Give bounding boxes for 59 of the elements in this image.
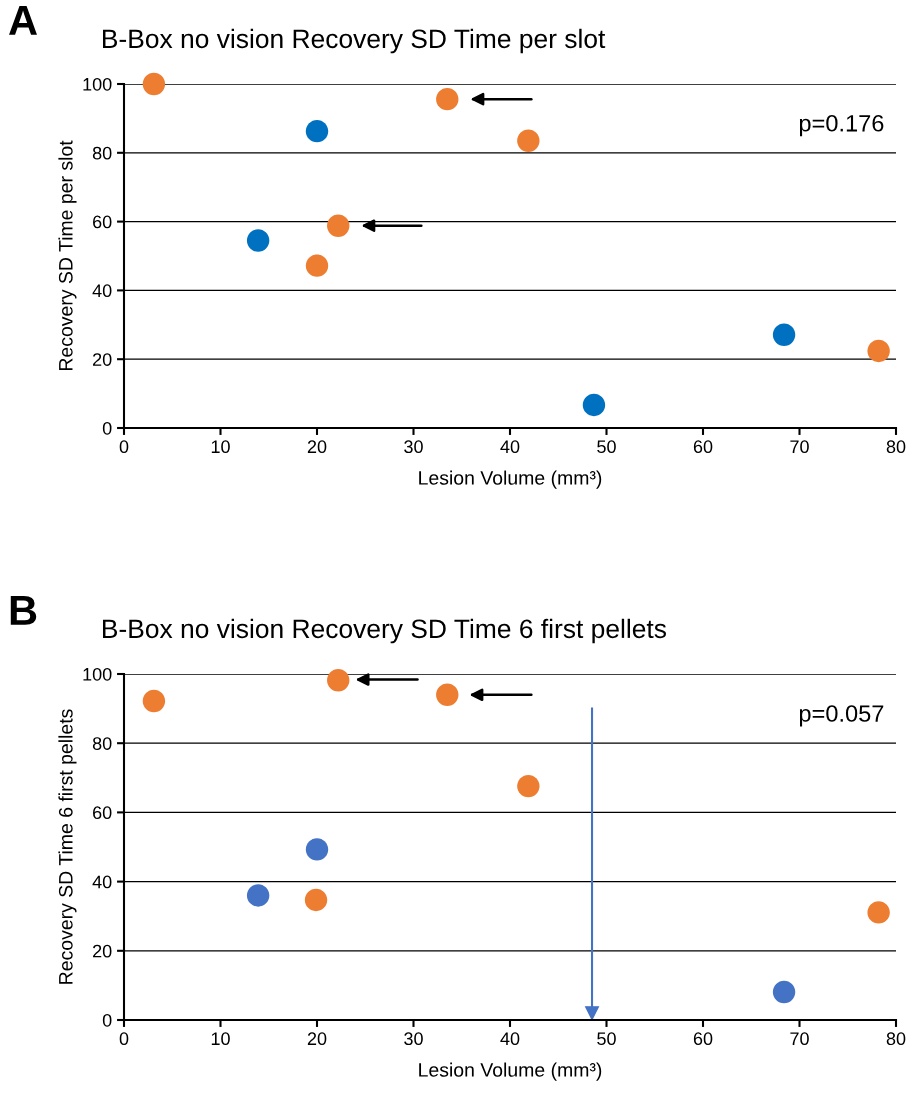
point: [772, 323, 796, 346]
point: [305, 254, 329, 277]
x-tick-label: 30: [404, 1032, 423, 1046]
x-tick-label: 10: [211, 440, 230, 454]
x-tick-label: 60: [693, 1032, 713, 1046]
point: [772, 980, 796, 1004]
point: [142, 72, 166, 96]
annotation: p=0.057: [799, 705, 884, 727]
x-tick-label: 20: [307, 440, 327, 454]
x-tick-label: 40: [500, 440, 520, 454]
x-tick-label: 70: [790, 440, 809, 454]
point: [246, 229, 270, 252]
x-tick-label: 60: [693, 440, 713, 454]
x-tick-label: 80: [886, 1032, 906, 1046]
x-axis-title: Lesion Volume (mm³): [419, 1062, 602, 1081]
point: [436, 87, 459, 111]
y-tick-label: 0: [102, 421, 112, 435]
text: B: [10, 596, 37, 625]
point: [305, 838, 329, 861]
y-tick-label: 60: [93, 806, 112, 820]
y-tick-label: 20: [93, 353, 112, 366]
point: [327, 214, 350, 237]
point: [246, 884, 270, 907]
text: A: [9, 6, 37, 35]
point: [305, 119, 329, 143]
x-tick-label: 50: [597, 440, 616, 454]
y-tick-label: 80: [92, 146, 112, 160]
point: [867, 339, 890, 363]
point: [517, 129, 540, 152]
point: [867, 901, 890, 924]
annotation: p=0.176: [799, 114, 884, 137]
point: [582, 393, 606, 417]
chart-title: B-Box no vision Recovery SD Time 6 first pellets: [103, 618, 666, 644]
y-tick-label: 60: [93, 215, 112, 229]
x-tick-label: 10: [211, 1032, 230, 1046]
x-tick-label: 80: [886, 440, 906, 454]
chart-title: B-Box no vision Recovery SD Time per slot: [103, 28, 606, 54]
y-tick-label: 40: [92, 284, 112, 298]
point: [517, 774, 540, 798]
point: [436, 683, 459, 706]
x-tick-label: 40: [500, 1032, 520, 1046]
x-tick-label: 30: [404, 440, 423, 454]
x-tick-label: 0: [119, 440, 129, 454]
y-tick-label: 20: [93, 944, 112, 958]
x-tick-label: 20: [307, 1032, 327, 1046]
x-tick-label: 0: [119, 1032, 129, 1046]
y-tick-label: 80: [92, 737, 112, 750]
y-tick-label: 40: [92, 875, 112, 889]
y-axis-title: Recovery SD Time per slot: [58, 140, 77, 371]
y-axis-title: Recovery SD Time 6 first pellets: [58, 709, 77, 984]
x-tick-label: 50: [597, 1032, 616, 1046]
point: [142, 689, 166, 713]
x-axis-title: Lesion Volume (mm³): [419, 470, 602, 489]
y-tick-label: 0: [102, 1013, 112, 1027]
y-tick-label: 100: [83, 77, 112, 91]
point: [327, 669, 350, 692]
y-tick-label: 100: [83, 667, 112, 681]
x-tick-label: 70: [790, 1032, 809, 1046]
point: [304, 888, 328, 912]
